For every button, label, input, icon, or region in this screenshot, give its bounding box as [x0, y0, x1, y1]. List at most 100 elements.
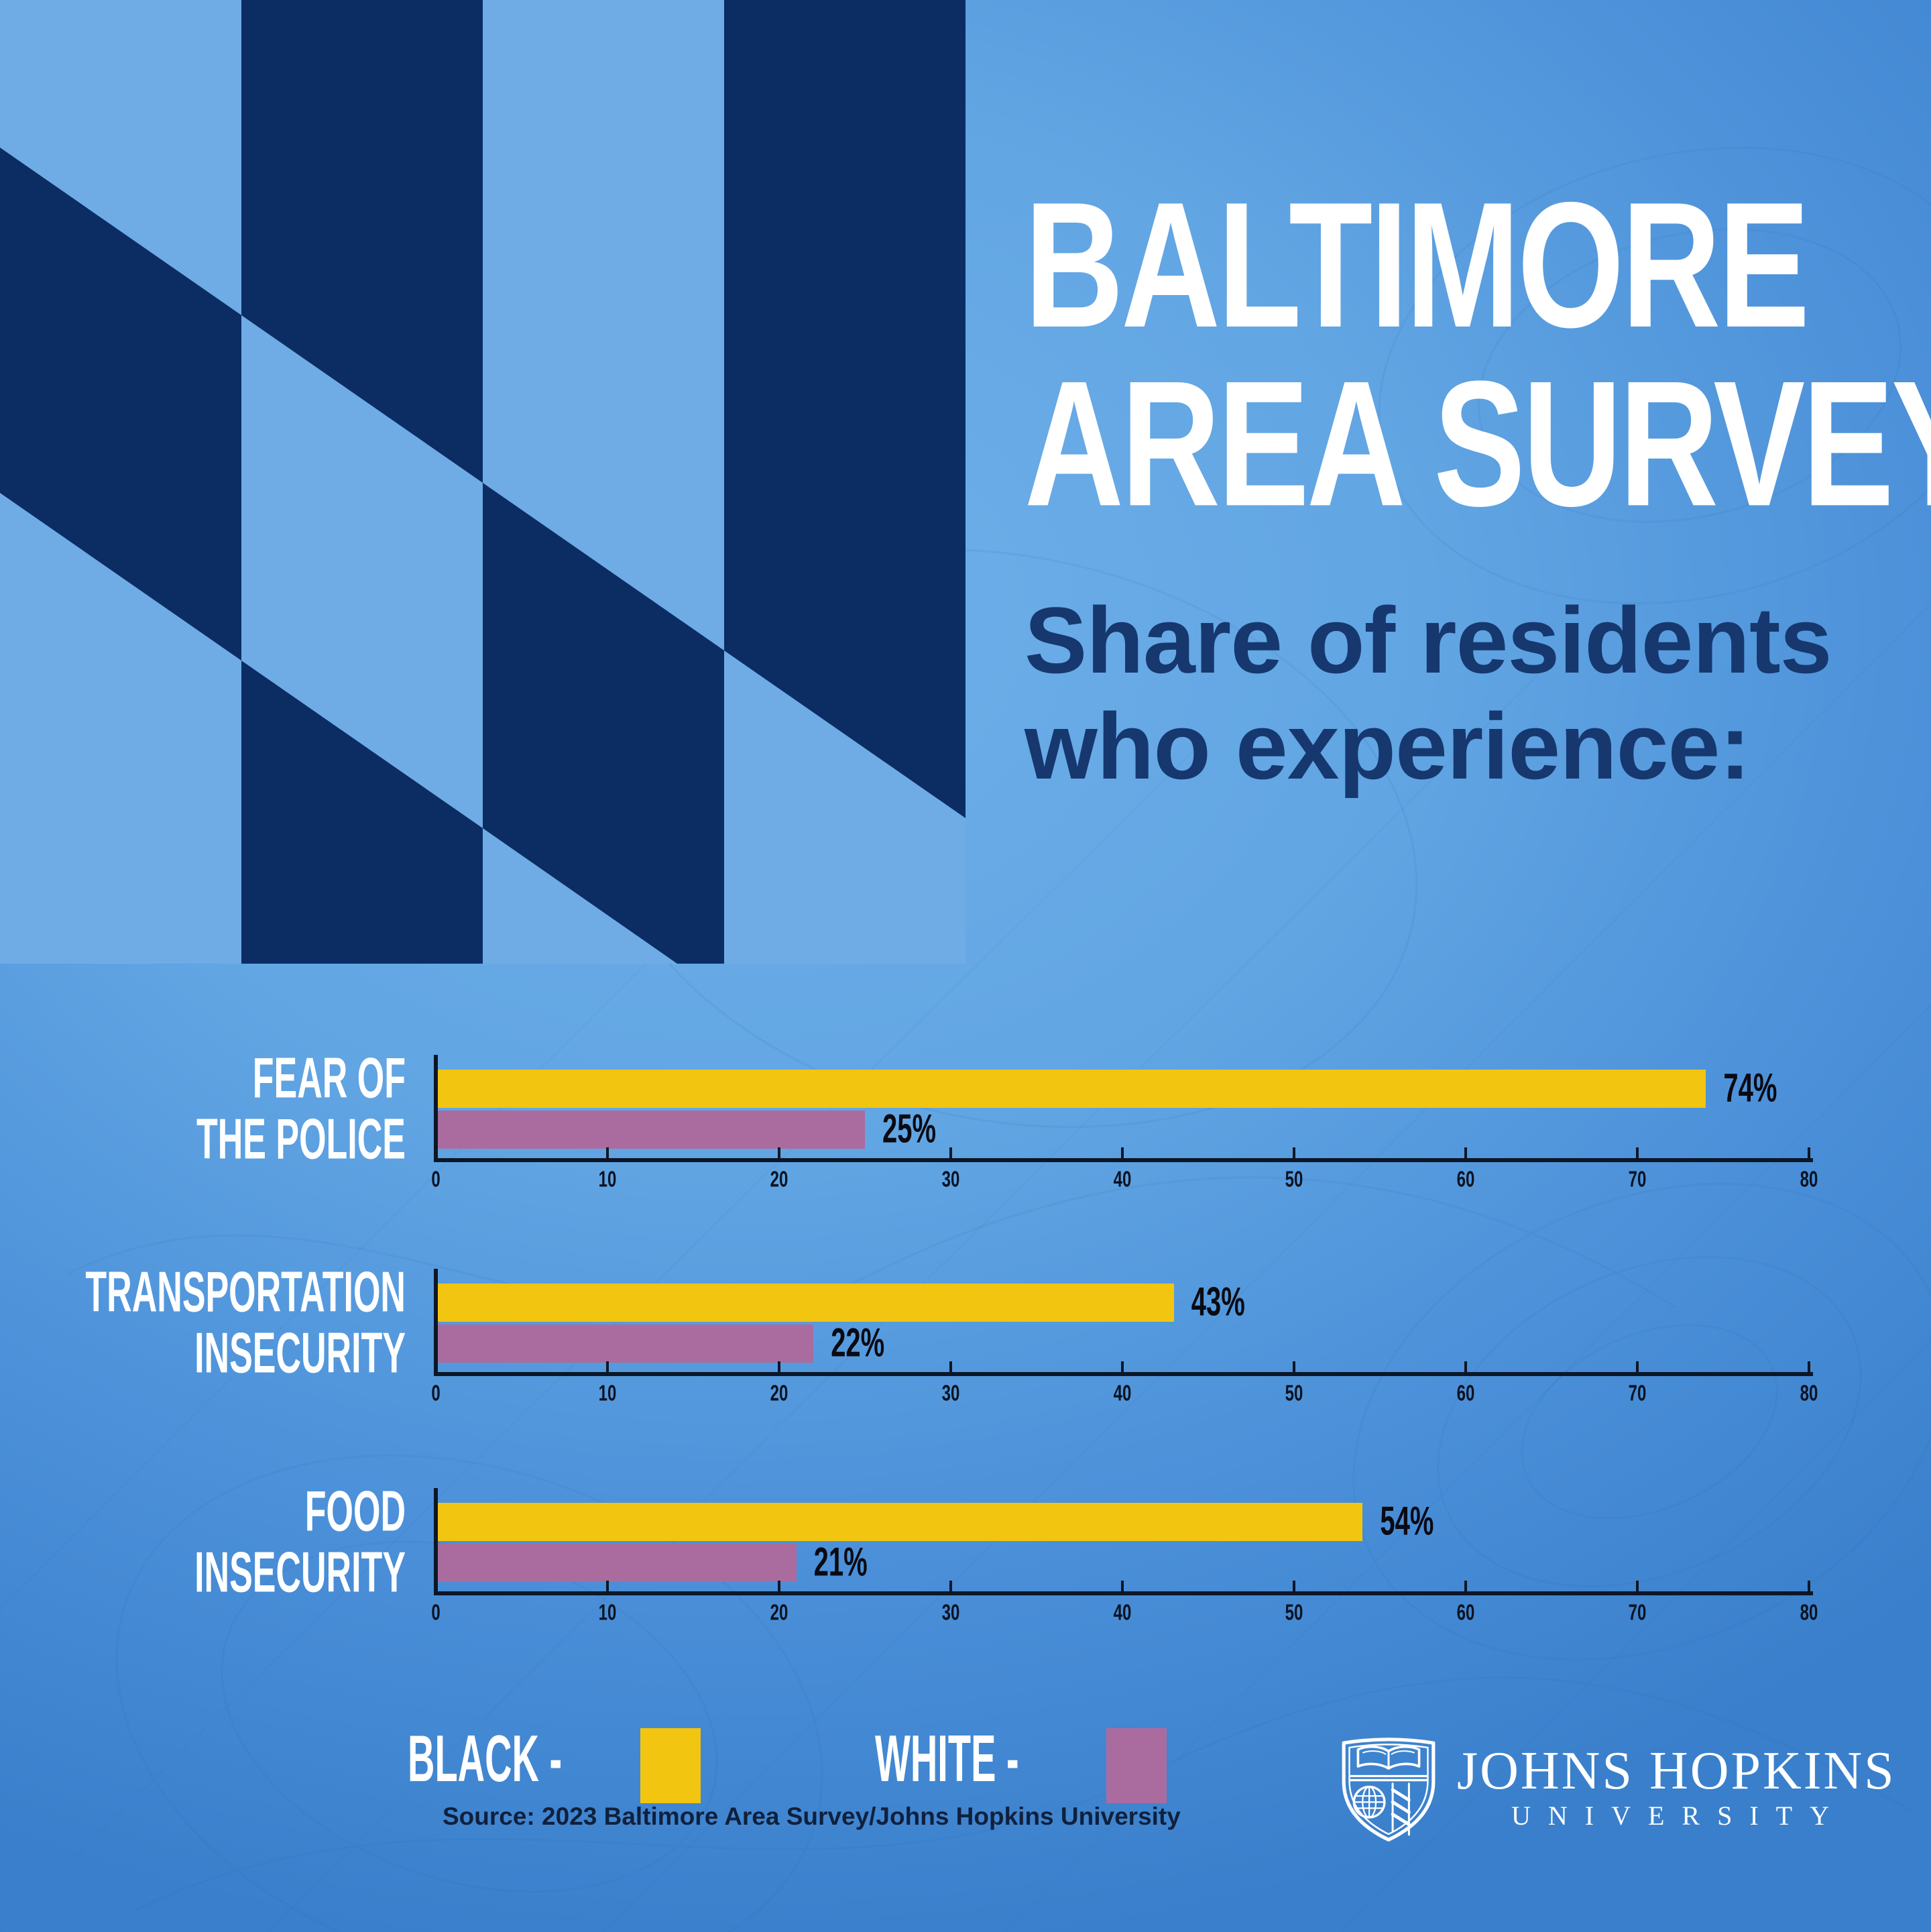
x-axis-tick-label: 40 [1113, 1167, 1132, 1192]
x-axis-tick [1808, 1147, 1810, 1158]
x-axis-tick [949, 1361, 952, 1372]
x-axis-tick-label: 10 [598, 1381, 617, 1406]
source-credit: Source: 2023 Baltimore Area Survey/Johns… [443, 1803, 1181, 1830]
x-axis-tick-label: 70 [1628, 1600, 1647, 1626]
category-label-line1: TRANSPORTATION [85, 1260, 406, 1325]
category-label: FOOD INSECURITY [0, 1479, 406, 1605]
x-axis-tick-label: 60 [1456, 1600, 1475, 1626]
x-axis-tick-label: 60 [1456, 1167, 1475, 1192]
x-axis-line [434, 1158, 1813, 1162]
x-axis-tick-label: 70 [1628, 1167, 1647, 1192]
x-axis-tick-label: 70 [1628, 1381, 1647, 1406]
x-axis-tick [606, 1361, 609, 1372]
chart-transportation-insecurity: TRANSPORTATION INSECURITY 43% 22% 0 10 20 3… [0, 1262, 1931, 1428]
x-axis-tick [434, 1361, 437, 1372]
x-axis-tick [1121, 1147, 1124, 1158]
x-axis-tick [949, 1147, 952, 1158]
y-axis-line [434, 1055, 438, 1160]
category-label-line2: THE POLICE [196, 1107, 406, 1172]
johns-hopkins-logo: JOHNS HOPKINS UNIVERSITY [1338, 1736, 1894, 1850]
category-label: FEAR OF THE POLICE [0, 1046, 406, 1172]
x-axis-tick-label: 0 [431, 1381, 441, 1406]
x-axis-tick-label: 10 [598, 1600, 617, 1626]
bar-black-residents [436, 1284, 1174, 1322]
x-axis-tick [1464, 1581, 1467, 1591]
x-axis-tick [1808, 1581, 1810, 1591]
legend-swatch-white [1106, 1728, 1167, 1803]
maryland-flag-pattern [0, 0, 966, 964]
value-label-black: 74% [1723, 1066, 1777, 1111]
x-axis-tick-label: 30 [941, 1167, 960, 1192]
page-title-line2: AREA SURVEY [1025, 343, 1931, 544]
x-axis-tick [778, 1147, 780, 1158]
x-axis-tick [1636, 1147, 1639, 1158]
bar-white-residents [436, 1111, 865, 1149]
bar-white-residents [436, 1324, 814, 1363]
bar-white-residents [436, 1544, 797, 1582]
category-label-line2: INSECURITY [194, 1540, 406, 1605]
plot-area: 54% 21% 0 10 20 30 40 50 60 70 80 [431, 1486, 1818, 1647]
page-subtitle-line1: Share of residents [1025, 587, 1832, 693]
value-label-white: 22% [831, 1320, 885, 1365]
chart-fear-of-the-police: FEAR OF THE POLICE 74% 25% 0 10 20 30 40 50 60… [0, 1048, 1931, 1214]
x-axis-tick [606, 1581, 609, 1591]
x-axis-tick [1293, 1361, 1295, 1372]
bar-black-residents [436, 1503, 1363, 1541]
x-axis-tick [434, 1147, 437, 1158]
x-axis-tick-label: 20 [770, 1381, 788, 1406]
x-axis-tick [1121, 1581, 1124, 1591]
category-label: TRANSPORTATION INSECURITY [0, 1260, 406, 1386]
x-axis-tick-label: 30 [941, 1381, 960, 1406]
x-axis-tick-label: 10 [598, 1167, 617, 1192]
plot-area: 43% 22% 0 10 20 30 40 50 60 70 80 [431, 1267, 1818, 1428]
x-axis-tick [1464, 1147, 1467, 1158]
page-title-line1: BALTIMORE [1025, 165, 1810, 365]
x-axis-tick [606, 1147, 609, 1158]
page-title: BALTIMORE AREA SURVEY [1025, 176, 1931, 533]
category-label-line1: FEAR OF [252, 1046, 406, 1111]
x-axis-tick-label: 50 [1285, 1600, 1303, 1626]
legend-swatch-black [640, 1728, 701, 1803]
value-label-black: 43% [1191, 1280, 1245, 1324]
x-axis-tick [1293, 1581, 1295, 1591]
x-axis-line [434, 1372, 1813, 1376]
x-axis-tick-label: 20 [770, 1167, 788, 1192]
x-axis-tick [1808, 1361, 1810, 1372]
x-axis-tick-label: 40 [1113, 1600, 1132, 1626]
x-axis-tick [1293, 1147, 1295, 1158]
x-axis-tick-label: 80 [1800, 1600, 1818, 1626]
x-axis-tick [1121, 1361, 1124, 1372]
bar-black-residents [436, 1070, 1706, 1108]
x-axis-tick [1636, 1361, 1639, 1372]
x-axis-tick [778, 1581, 780, 1591]
value-label-black: 54% [1380, 1499, 1434, 1544]
x-axis-tick [778, 1361, 780, 1372]
x-axis-tick-label: 40 [1113, 1381, 1132, 1406]
x-axis-tick-label: 50 [1285, 1167, 1303, 1192]
value-label-white: 25% [882, 1106, 937, 1151]
x-axis-tick-label: 30 [941, 1600, 960, 1626]
jhu-university-text: UNIVERSITY [1511, 1801, 1847, 1831]
x-axis-tick-label: 80 [1800, 1381, 1818, 1406]
value-label-white: 21% [813, 1540, 868, 1585]
x-axis-tick-label: 20 [770, 1600, 788, 1626]
x-axis-tick [434, 1581, 437, 1591]
x-axis-line [434, 1591, 1813, 1595]
page-subtitle: Share of residents who experience: [1025, 587, 1832, 799]
legend-label-black: BLACK - [408, 1721, 563, 1795]
x-axis-tick [1636, 1581, 1639, 1591]
category-label-line2: INSECURITY [194, 1321, 406, 1386]
legend-label-white: WHITE - [875, 1721, 1019, 1795]
x-axis-tick-label: 60 [1456, 1381, 1475, 1406]
x-axis-tick [1464, 1361, 1467, 1372]
chart-food-insecurity: FOOD INSECURITY 54% 21% 0 10 20 30 40 50 60 70 8… [0, 1481, 1931, 1647]
plot-area: 74% 25% 0 10 20 30 40 50 60 70 80 [431, 1053, 1818, 1214]
x-axis-tick-label: 0 [431, 1600, 441, 1626]
category-label-line1: FOOD [304, 1479, 406, 1544]
x-axis-tick [949, 1581, 952, 1591]
y-axis-line [434, 1269, 438, 1374]
x-axis-tick-label: 0 [431, 1167, 441, 1192]
jhu-shield-icon [1342, 1738, 1436, 1842]
y-axis-line [434, 1488, 438, 1593]
